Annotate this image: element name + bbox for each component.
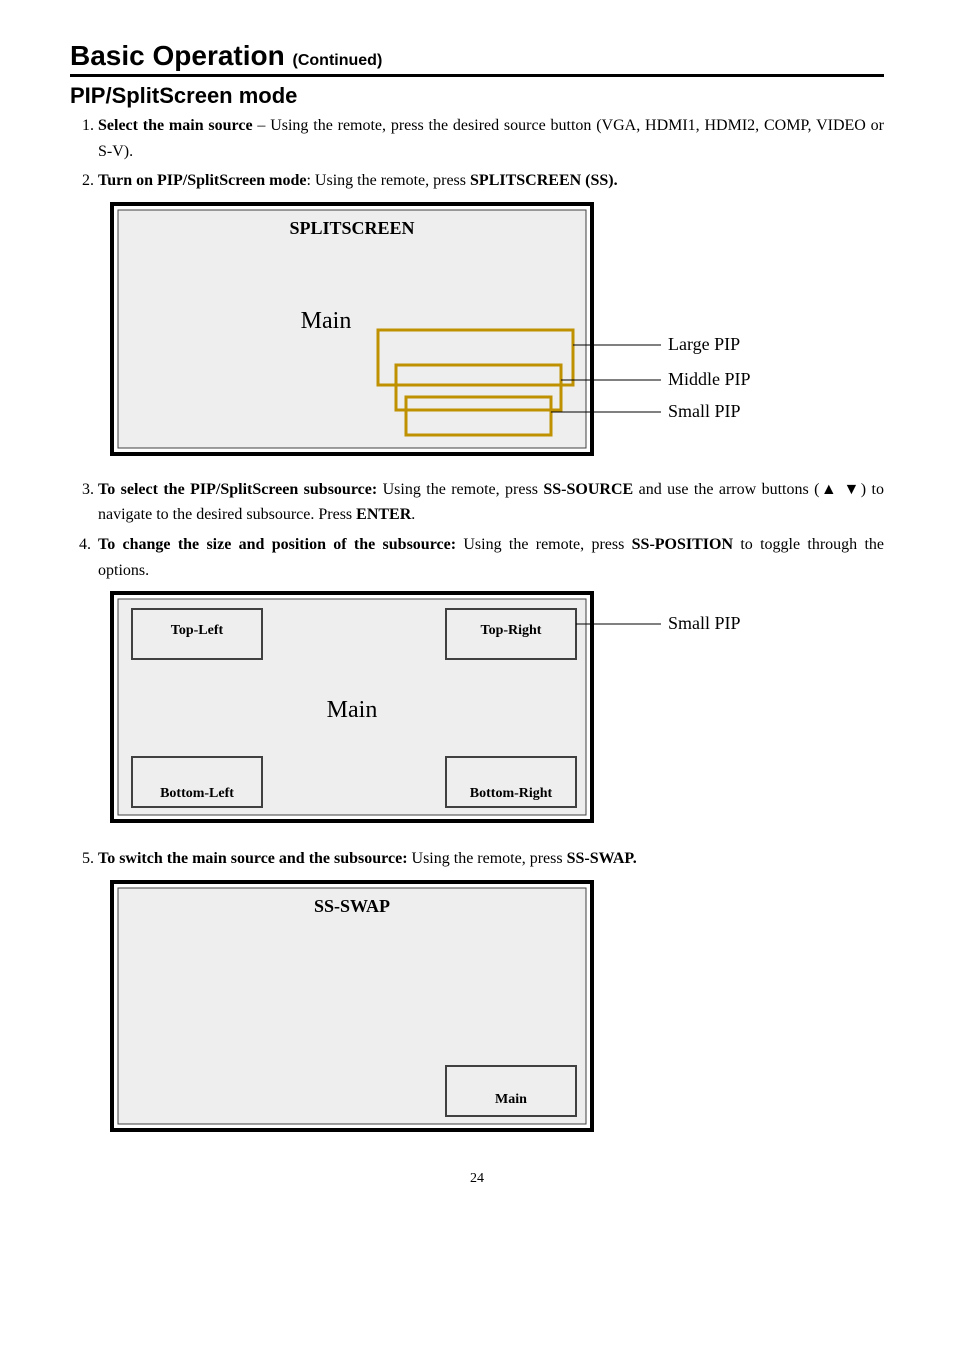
body-text: Using the remote, press xyxy=(377,481,543,498)
small-pip-label: Small PIP xyxy=(668,401,741,421)
page-number: 24 xyxy=(70,1171,884,1187)
bold-text: ENTER xyxy=(356,506,411,523)
list-item: Turn on PIP/SplitScreen mode: Using the … xyxy=(98,168,884,194)
list-item: To select the PIP/SplitScreen subsource:… xyxy=(98,477,884,528)
bold-text: To switch the main source and the subsou… xyxy=(98,850,408,867)
diagram-title: SPLITSCREEN xyxy=(289,218,414,238)
bold-text: SS-POSITION xyxy=(632,536,733,553)
top-left-label: Top-Left xyxy=(171,623,224,638)
body-text: . xyxy=(411,506,415,523)
list-item: To switch the main source and the subsou… xyxy=(98,846,884,872)
bold-text: SS-SWAP. xyxy=(567,850,637,867)
diagram-svg: Top-Left Top-Right Bottom-Left Bottom-Ri… xyxy=(106,589,826,829)
divider xyxy=(70,74,884,77)
diagram-svg: SS-SWAP Main xyxy=(106,878,626,1136)
bold-text: SPLITSCREEN (SS). xyxy=(470,172,618,189)
instruction-list: To switch the main source and the subsou… xyxy=(70,846,884,872)
splitscreen-diagram: SPLITSCREEN Main Large PIP Middle PIP Sm… xyxy=(106,200,884,465)
body-text: : Using the remote, press xyxy=(306,172,470,189)
main-label: Main xyxy=(327,697,378,723)
main-box-label: Main xyxy=(495,1092,527,1107)
section-title: Basic Operation (Continued) xyxy=(70,40,884,72)
diagram-title: SS-SWAP xyxy=(314,896,390,916)
bold-text: To change the size and position of the s… xyxy=(98,536,456,553)
list-item: To change the size and position of the s… xyxy=(98,532,884,583)
title-main: Basic Operation xyxy=(70,40,293,71)
ss-swap-diagram: SS-SWAP Main xyxy=(106,878,884,1141)
position-diagram: Top-Left Top-Right Bottom-Left Bottom-Ri… xyxy=(106,589,884,834)
main-label: Main xyxy=(301,308,352,334)
bold-text: To select the PIP/SplitScreen subsource: xyxy=(98,481,377,498)
instruction-list: Select the main source – Using the remot… xyxy=(70,113,884,194)
list-item: Select the main source – Using the remot… xyxy=(98,113,884,164)
bottom-left-label: Bottom-Left xyxy=(160,786,234,801)
large-pip-label: Large PIP xyxy=(668,334,740,354)
top-right-label: Top-Right xyxy=(481,623,542,638)
title-continued: (Continued) xyxy=(293,52,383,69)
bold-text: Select the main source xyxy=(98,117,253,134)
body-text: Using the remote, press xyxy=(456,536,632,553)
small-pip-label: Small PIP xyxy=(668,613,741,633)
bottom-right-label: Bottom-Right xyxy=(470,786,553,801)
middle-pip-label: Middle PIP xyxy=(668,369,751,389)
bold-text: Turn on PIP/SplitScreen mode xyxy=(98,172,306,189)
body-text: Using the remote, press xyxy=(408,850,567,867)
instruction-list: To select the PIP/SplitScreen subsource:… xyxy=(70,477,884,583)
subtitle: PIP/SplitScreen mode xyxy=(70,83,884,109)
diagram-svg: SPLITSCREEN Main Large PIP Middle PIP Sm… xyxy=(106,200,826,460)
bold-text: SS-SOURCE xyxy=(543,481,633,498)
